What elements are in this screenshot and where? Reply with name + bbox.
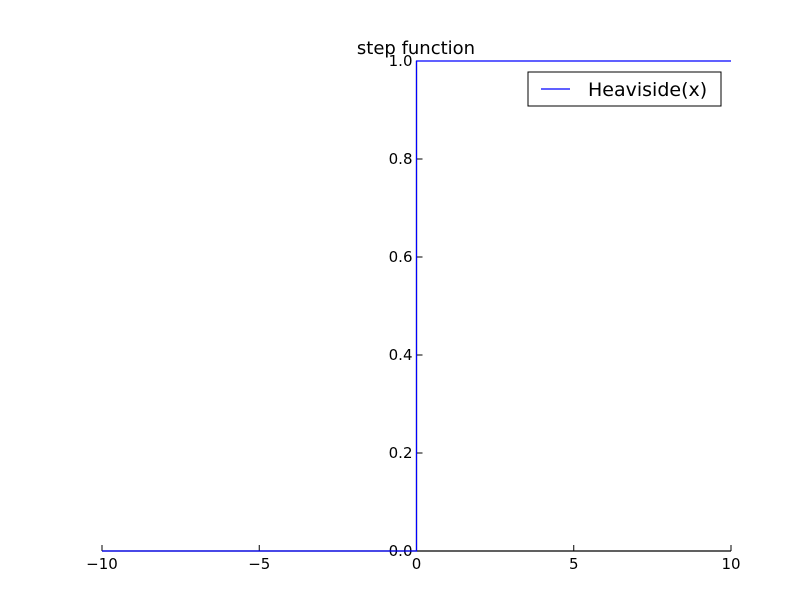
y-tick-label: 0.2 [389,444,413,462]
chart-title: step function [357,38,475,59]
legend-label: Heaviside(x) [588,79,707,101]
series-layer [102,60,731,552]
x-tick-label: −5 [248,555,270,573]
legend: Heaviside(x) [527,71,722,107]
x-tick-label: 10 [721,555,740,573]
x-tick-label: −10 [86,555,118,573]
x-tick-label: 5 [569,555,579,573]
y-tick-label: 0.4 [389,346,413,364]
ticks: −10 −5 0 5 100.00.20.40.60.81.0 [86,52,740,573]
x-tick-label: 0 [412,555,422,573]
series-line-heaviside [102,60,731,552]
y-tick-label: 0.8 [389,150,413,168]
y-tick-label: 1.0 [389,52,413,70]
y-tick-label: 0.6 [389,248,413,266]
